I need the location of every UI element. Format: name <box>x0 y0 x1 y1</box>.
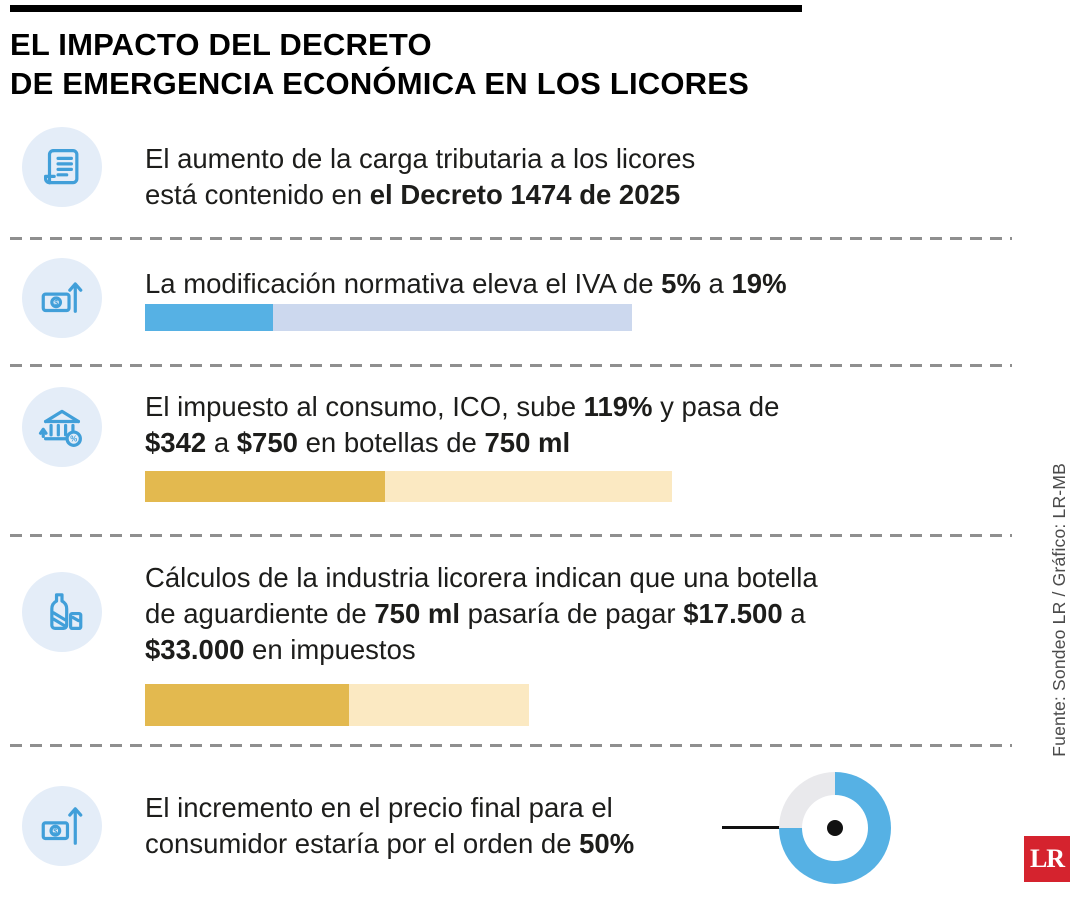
row-ico-text: El impuesto al consumo, ICO, sube 119% y… <box>145 389 779 461</box>
text-segment: El incremento en el precio final para el <box>145 792 613 823</box>
ico-bar-chart <box>145 471 672 502</box>
ico-after: $750 <box>236 427 298 458</box>
text-segment: a <box>700 268 732 299</box>
text-segment: de aguardiente de <box>145 598 375 629</box>
text-segment: a <box>206 427 237 458</box>
row-decreto-text: El aumento de la carga tributaria a los … <box>145 141 695 213</box>
text-segment: Cálculos de la industria licorera indica… <box>145 562 818 593</box>
lr-logo: LR <box>1024 836 1070 882</box>
text-segment: consumidor estaría por el orden de <box>145 828 580 859</box>
top-rule <box>10 5 802 12</box>
text-segment: en botellas de <box>297 427 485 458</box>
impuestos-bar-chart <box>145 684 529 726</box>
section-divider <box>10 237 1012 240</box>
dollar-glyph: $ <box>53 828 57 835</box>
ico-bar-fill <box>145 471 386 502</box>
text-segment: está contenido en <box>145 179 370 210</box>
text-segment: El aumento de la carga tributaria a los … <box>145 143 696 174</box>
text-segment: y pasa de <box>652 391 780 422</box>
iva-icon-badge: $ <box>22 258 102 338</box>
title-line-2: DE EMERGENCIA ECONÓMICA EN LOS LICORES <box>10 66 750 101</box>
iva-after: 19% <box>731 268 787 299</box>
title-line-1: EL IMPACTO DEL DECRETO <box>10 27 432 62</box>
decree-number: el Decreto 1474 de 2025 <box>369 179 681 210</box>
bank-percent-icon: % <box>37 402 87 452</box>
text-segment: a <box>782 598 806 629</box>
price-up-arrow-icon: $ <box>37 801 87 851</box>
bottle-size: 750 ml <box>484 427 571 458</box>
donut-leader-line <box>722 826 835 829</box>
text-segment: El impuesto al consumo, ICO, sube <box>145 391 584 422</box>
impuestos-bar-fill <box>145 684 349 726</box>
tax-after: $33.000 <box>145 634 245 665</box>
price-increase-pct: 50% <box>579 828 635 859</box>
ico-icon-badge: % <box>22 387 102 467</box>
bottle-glass-icon <box>37 587 87 637</box>
dollar-glyph: $ <box>54 300 58 307</box>
section-divider <box>10 744 1012 747</box>
page-title: EL IMPACTO DEL DECRETO DE EMERGENCIA ECO… <box>10 25 749 103</box>
iva-before: 5% <box>661 268 701 299</box>
section-divider <box>10 364 1012 367</box>
scroll-icon <box>37 142 87 192</box>
ico-before: $342 <box>145 427 207 458</box>
donut-center-dot <box>827 820 843 836</box>
percent-glyph: % <box>70 434 77 443</box>
bottle-size: 750 ml <box>374 598 460 629</box>
ico-increase-pct: 119% <box>583 391 653 422</box>
iva-bar-chart <box>145 304 632 331</box>
row-iva-text: La modificación normativa eleva el IVA d… <box>145 266 787 302</box>
decree-icon-badge <box>22 127 102 207</box>
impuestos-icon-badge <box>22 572 102 652</box>
text-segment: pasaría de pagar <box>459 598 684 629</box>
text-segment: en impuestos <box>244 634 416 665</box>
row-impuestos-text: Cálculos de la industria licorera indica… <box>145 560 818 668</box>
banknote-up-arrow-icon: $ <box>37 273 87 323</box>
iva-bar-fill <box>145 304 274 331</box>
price-increase-donut-chart <box>779 772 891 884</box>
precio-icon-badge: $ <box>22 786 102 866</box>
section-divider <box>10 534 1012 537</box>
text-segment: La modificación normativa eleva el IVA d… <box>145 268 662 299</box>
row-precio-text: El incremento en el precio final para el… <box>145 790 634 862</box>
tax-before: $17.500 <box>683 598 783 629</box>
source-caption: Fuente: Sondeo LR / Gráfico: LR-MB <box>1049 463 1069 757</box>
